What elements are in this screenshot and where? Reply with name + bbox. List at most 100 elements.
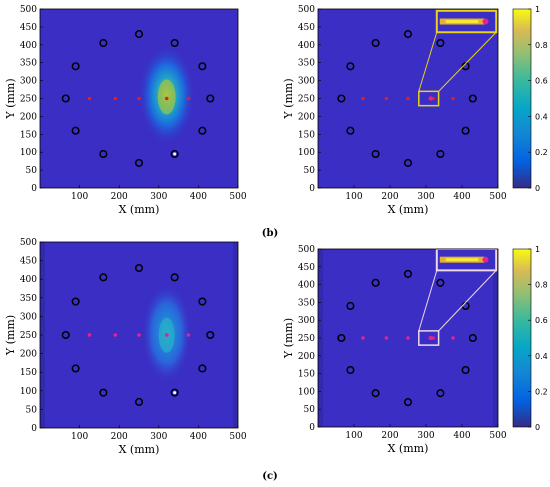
red-point: [406, 336, 410, 340]
x-tick-label: 300: [150, 192, 167, 202]
colorbar: [512, 8, 532, 189]
red-point: [137, 96, 141, 101]
x-tick-label: 400: [190, 432, 207, 442]
sensor-marker: [99, 149, 108, 159]
inset-source-box: [418, 330, 440, 346]
sensor-marker: [371, 389, 380, 398]
sensor-marker: [134, 30, 144, 39]
inset-connector: [438, 270, 497, 332]
x-tick-label: 400: [453, 192, 470, 202]
sensor-highlight: [173, 391, 177, 395]
x-axis-label: X (mm): [119, 443, 160, 456]
colorbar-tick-label: 0.4: [535, 352, 548, 361]
sensor-marker: [371, 149, 380, 159]
sensor-marker: [61, 94, 70, 103]
y-tick-label: 500: [20, 238, 37, 248]
x-tick-label: 300: [150, 432, 167, 442]
x-tick-label: 500: [489, 192, 506, 202]
red-point: [361, 336, 365, 340]
y-tick-label: 200: [20, 112, 37, 122]
y-tick-label: 500: [298, 5, 315, 15]
x-tick-label: 100: [345, 431, 362, 441]
sensor-marker: [403, 398, 413, 407]
sensor-marker: [371, 278, 380, 287]
red-point: [406, 96, 410, 101]
sensor-marker: [206, 94, 215, 103]
y-tick-label: 500: [298, 245, 315, 255]
sensor-marker: [134, 158, 144, 167]
inset-red-point: [482, 18, 489, 25]
x-tick-label: 300: [417, 431, 434, 441]
red-point: [186, 96, 191, 101]
x-tick-label: 500: [229, 192, 246, 202]
caption-b: (b): [262, 228, 278, 239]
sensor-marker: [61, 330, 70, 340]
red-point: [186, 333, 191, 337]
y-tick-label: 0: [31, 184, 37, 194]
x-tick-label: 200: [381, 431, 398, 441]
sensor-marker: [346, 365, 355, 375]
sensor-marker: [436, 149, 445, 159]
x-tick-label: 100: [345, 192, 362, 202]
y-tick-label: 50: [26, 405, 38, 415]
sensor-marker: [337, 94, 346, 103]
red-point: [384, 96, 389, 101]
y-tick-label: 350: [298, 298, 315, 308]
y-tick-label: 350: [20, 294, 37, 304]
sensor-marker: [134, 397, 144, 407]
sensor-marker: [468, 333, 477, 343]
red-point: [451, 336, 455, 340]
x-axis-label: X (mm): [388, 442, 429, 455]
sensor-marker: [436, 389, 445, 398]
y-axis-label: Y (mm): [4, 78, 17, 119]
y-tick-label: 200: [20, 350, 37, 360]
y-tick-label: 350: [298, 59, 315, 69]
red-point: [361, 96, 365, 101]
x-tick-label: 500: [489, 431, 506, 441]
y-tick-label: 300: [20, 312, 37, 322]
red-point: [164, 96, 169, 101]
sensor-marker: [170, 388, 179, 397]
colorbar-tick-label: 0.8: [535, 41, 548, 50]
x-axis-label: X (mm): [119, 203, 160, 216]
colorbar-tick-label: 1: [535, 245, 540, 254]
edge-band-right: [493, 249, 498, 427]
y-tick-label: 0: [31, 424, 37, 434]
inset-red-point: [482, 256, 489, 263]
sensor-marker: [198, 364, 207, 373]
sensor-marker: [71, 62, 80, 71]
panel-top-left: 0 50 100 150 200 250 300 350 400 450 500 100 200 300 4…: [4, 5, 247, 216]
y-tick-label: 250: [298, 334, 315, 344]
red-point: [384, 336, 389, 340]
sensor-marker: [436, 278, 445, 287]
sensor-marker: [461, 365, 470, 375]
y-tick-label: 150: [298, 130, 315, 140]
y-tick-label: 300: [298, 316, 315, 326]
y-tick-label: 450: [298, 263, 315, 273]
sensor-marker: [71, 297, 80, 306]
colorbar-tick-label: 0.2: [535, 387, 548, 396]
y-tick-label: 0: [309, 184, 315, 194]
y-tick-label: 300: [298, 77, 315, 87]
sensor-marker: [206, 330, 215, 340]
sensor-marker: [99, 388, 108, 397]
sensor-highlight: [173, 152, 177, 156]
y-tick-label: 350: [20, 59, 37, 69]
red-point: [87, 96, 92, 101]
colorbar-tick-label: 0.4: [535, 112, 548, 121]
y-tick-label: 450: [298, 23, 315, 33]
red-point: [113, 96, 118, 101]
sensor-marker: [99, 273, 108, 282]
colorbar: [512, 248, 532, 428]
sensor-marker: [403, 158, 413, 167]
colorbar-tick-label: 0.2: [535, 148, 548, 157]
x-axis-label: X (mm): [388, 203, 429, 216]
y-axis-label: Y (mm): [282, 318, 295, 359]
y-tick-label: 200: [298, 112, 315, 122]
red-point: [164, 333, 169, 337]
colorbar-tick-label: 0: [535, 423, 540, 432]
colorbar-tick-label: 0.8: [535, 281, 548, 290]
inset-source-point: [428, 335, 433, 341]
panel-bottom-right: 0 50 100 150 200 250 300 350 400 450 500 100 200 300 4…: [282, 245, 548, 455]
